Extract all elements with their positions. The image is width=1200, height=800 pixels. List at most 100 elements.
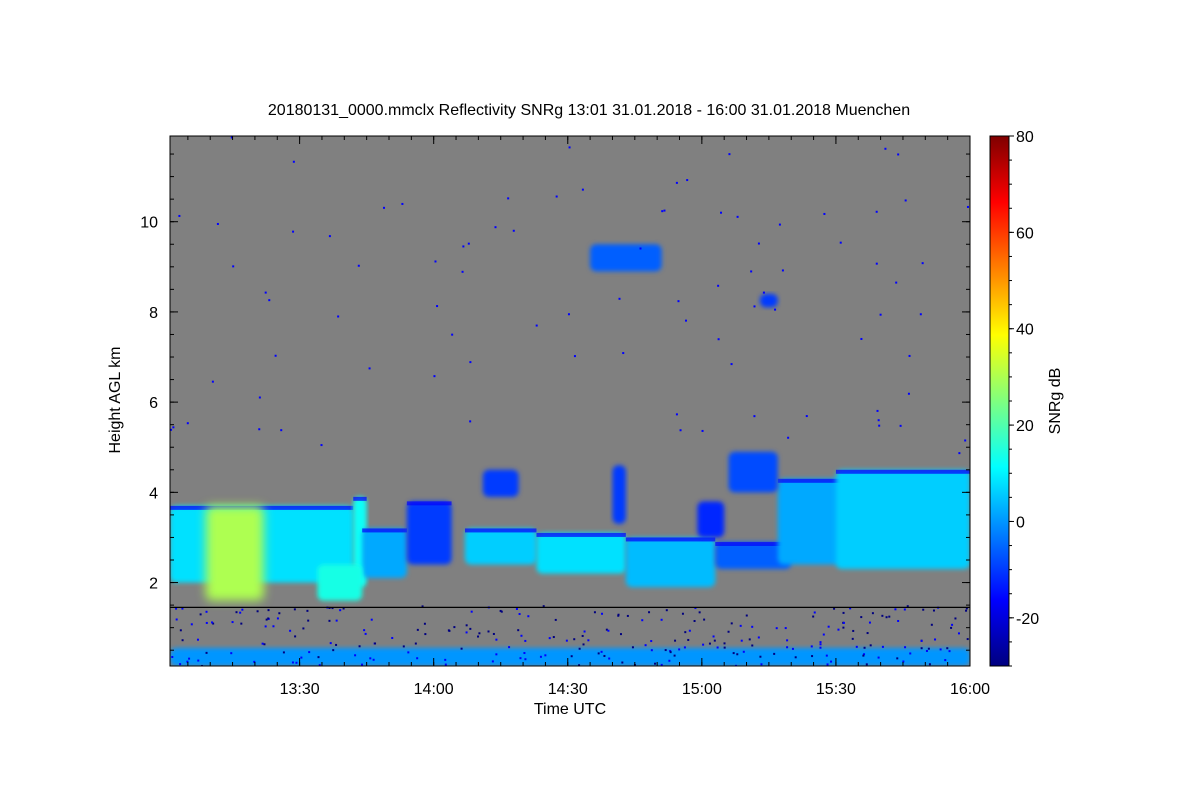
noise-speckle (869, 644, 872, 647)
noise-speckle (957, 632, 960, 635)
noise-speckle (328, 235, 331, 238)
noise-speckle (231, 621, 234, 624)
noise-speckle (693, 619, 696, 622)
noise-speckle (740, 639, 743, 642)
noise-speckle (668, 659, 671, 662)
noise-speckle (607, 629, 610, 632)
noise-speckle (751, 625, 754, 628)
noise-speckle (778, 223, 781, 226)
noise-speckle (517, 629, 520, 632)
noise-speckle (944, 659, 947, 662)
noise-speckle (881, 614, 884, 617)
cloud-region (625, 537, 716, 588)
noise-speckle (930, 623, 933, 626)
noise-speckle (461, 270, 464, 273)
noise-speckle (694, 607, 697, 610)
noise-speckle (934, 638, 937, 641)
noise-speckle (240, 622, 243, 625)
noise-speckle (650, 649, 653, 652)
noise-speckle (196, 638, 199, 641)
noise-speckle (812, 615, 815, 618)
noise-speckle (205, 651, 208, 654)
noise-speckle (494, 226, 497, 229)
noise-speckle (927, 647, 930, 650)
noise-speckle (774, 308, 777, 311)
noise-speckle (416, 628, 419, 631)
y-axis: 2 4 6 8 10 (140, 153, 970, 651)
noise-speckle (335, 643, 338, 646)
noise-speckle (819, 643, 822, 646)
noise-speckle (267, 617, 270, 620)
noise-speckle (332, 649, 335, 652)
noise-speckle (211, 621, 214, 624)
noise-speckle (253, 660, 256, 663)
noise-speckle (757, 636, 760, 639)
noise-speckle (849, 607, 852, 610)
noise-speckle (825, 654, 828, 657)
noise-speckle (919, 313, 922, 316)
noise-speckle (212, 622, 215, 625)
noise-speckle (716, 646, 719, 649)
x-tick-label: 15:00 (682, 681, 722, 698)
noise-speckle (171, 655, 174, 658)
noise-speckle (648, 611, 651, 614)
noise-speckle (600, 650, 603, 653)
noise-speckle (748, 638, 751, 641)
noise-speckle (291, 661, 294, 664)
noise-speckle (363, 629, 366, 632)
noise-speckle (200, 664, 203, 666)
noise-speckle (708, 642, 711, 645)
noise-speckle (906, 605, 909, 608)
cloud-region (590, 244, 662, 272)
noise-speckle (654, 662, 657, 665)
noise-speckle (922, 608, 925, 611)
colorbar-tick-label: 60 (1016, 225, 1034, 242)
noise-speckle (230, 136, 233, 139)
noise-speckle (660, 618, 663, 621)
noise-speckle (732, 652, 735, 655)
noise-speckle (920, 639, 923, 642)
noise-speckle (751, 644, 754, 647)
noise-speckle (660, 663, 663, 666)
noise-speckle (951, 623, 954, 626)
noise-speckle (205, 610, 208, 613)
noise-speckle (460, 647, 463, 650)
noise-speckle (745, 614, 748, 617)
cloud-region (406, 501, 452, 565)
noise-speckle (669, 649, 672, 652)
noise-speckle (175, 618, 178, 621)
noise-speckle (810, 645, 813, 648)
noise-speckle (331, 607, 334, 610)
noise-speckle (827, 625, 830, 628)
noise-speckle (583, 630, 586, 633)
cloud-region (728, 451, 778, 493)
cloud-region (482, 469, 519, 497)
noise-speckle (307, 619, 310, 622)
noise-speckle (424, 633, 427, 636)
noise-speckle (619, 633, 622, 636)
cloud-edge (536, 532, 626, 537)
noise-speckle (888, 615, 891, 618)
noise-speckle (684, 631, 687, 634)
noise-speckle (701, 429, 704, 432)
noise-speckle (617, 613, 620, 616)
noise-speckle (784, 627, 787, 630)
noise-speckle (681, 612, 684, 615)
cloud-region (362, 528, 407, 579)
noise-speckle (786, 646, 789, 649)
noise-speckle (539, 655, 542, 658)
noise-speckle (542, 605, 545, 608)
noise-speckle (661, 210, 664, 213)
noise-speckle (573, 638, 576, 641)
noise-speckle (860, 337, 863, 340)
noise-speckle (295, 661, 298, 664)
noise-speckle (465, 631, 468, 634)
noise-speckle (618, 297, 621, 300)
noise-speckle (839, 241, 842, 244)
noise-speckle (863, 653, 866, 656)
noise-speckle (685, 319, 688, 322)
colorbar-tick-label: 40 (1016, 322, 1034, 339)
noise-speckle (639, 247, 642, 250)
x-axis-label: Time UTC (534, 701, 606, 718)
noise-speckle (855, 645, 858, 648)
